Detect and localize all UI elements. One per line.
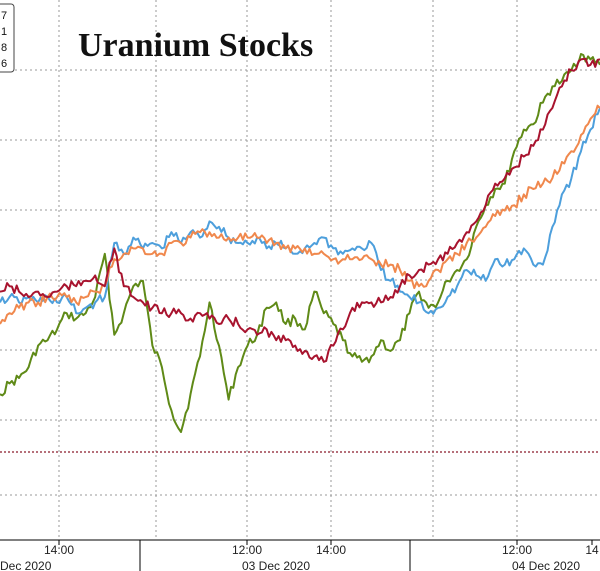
legend-entry-3: 8	[1, 42, 7, 54]
x-tick-label-3: 14:00	[316, 543, 346, 557]
series-line-1	[0, 53, 600, 433]
series-line-2	[0, 107, 600, 315]
x-axis-ticks	[58, 540, 593, 545]
x-date-label-2: 03 Dec 2020	[242, 559, 310, 571]
x-tick-label-5: 14	[585, 543, 599, 557]
series-line-4	[0, 57, 600, 363]
x-tick-label-2: 12:00	[232, 543, 262, 557]
series-line-3	[0, 104, 600, 325]
legend-entry-1: 7	[1, 10, 7, 22]
x-tick-label-1: 14:00	[44, 543, 74, 557]
series-group	[0, 53, 600, 433]
x-date-label-1: Dec 2020	[0, 559, 52, 571]
chart-title: Uranium Stocks	[78, 27, 313, 64]
day-separators	[139, 540, 411, 571]
x-tick-label-4: 12:00	[502, 543, 532, 557]
x-date-label-3: 04 Dec 2020	[512, 559, 580, 571]
legend-entry-4: 6	[1, 58, 7, 70]
legend-entry-2: 1	[1, 26, 7, 38]
legend-box: 7 1 8 6	[0, 3, 15, 73]
